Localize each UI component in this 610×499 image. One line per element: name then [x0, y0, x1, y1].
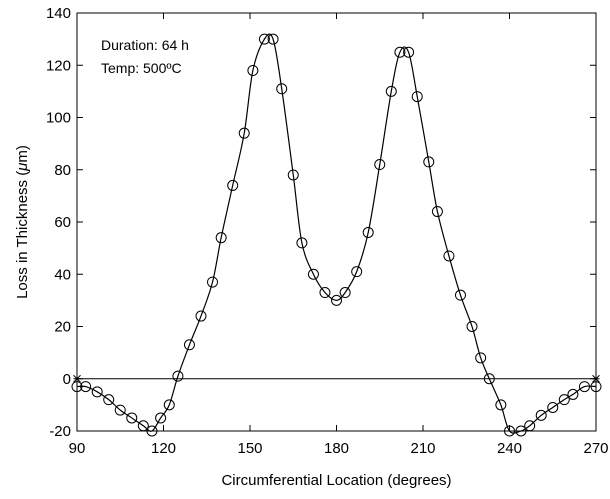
annotation-duration: Duration: 64 h	[101, 37, 189, 53]
y-tick-label: 140	[46, 5, 71, 22]
y-axis-title-mu: μ	[14, 163, 31, 172]
y-tick-label: 120	[46, 57, 71, 74]
data-point-marker	[351, 266, 363, 278]
data-point-marker	[431, 206, 443, 218]
data-point-marker	[296, 237, 308, 249]
annotation-layer: Duration: 64 h Temp: 500ºC	[101, 37, 189, 76]
data-point-marker	[163, 399, 175, 411]
data-point-marker	[475, 352, 487, 364]
data-point-marker	[80, 381, 92, 393]
x-tick-label: 240	[497, 440, 522, 457]
data-point-marker	[374, 159, 386, 171]
x-axis-title: Circumferential Location (degrees)	[221, 472, 451, 489]
data-point-marker	[287, 169, 299, 181]
data-point-marker	[207, 276, 219, 288]
data-point-marker	[267, 33, 279, 45]
y-tick-label: -20	[49, 423, 71, 440]
series-layer	[71, 33, 602, 437]
data-point-marker	[558, 394, 570, 406]
data-point-marker	[103, 394, 115, 406]
y-tick-label: 40	[54, 266, 71, 283]
data-point-marker	[547, 401, 559, 413]
data-point-marker	[247, 64, 259, 76]
y-axis-title: Loss in Thickness (μm)	[14, 145, 31, 299]
data-point-marker	[567, 388, 579, 400]
data-point-marker	[114, 404, 126, 416]
series-line	[76, 33, 597, 434]
x-tick-label: 90	[69, 440, 86, 457]
data-point-marker	[238, 127, 250, 139]
data-point-marker	[195, 310, 207, 322]
y-tick-label: 0	[63, 371, 71, 388]
data-point-marker	[307, 268, 319, 280]
data-point-marker	[443, 250, 455, 262]
data-point-marker	[258, 33, 270, 45]
x-tick-label: 120	[151, 440, 176, 457]
data-point-marker	[362, 226, 374, 238]
data-point-marker	[319, 287, 331, 299]
data-point-marker	[276, 83, 288, 95]
data-point-marker	[172, 370, 184, 382]
y-axis-title-prefix: Loss in Thickness (	[14, 171, 31, 299]
data-point-marker	[454, 289, 466, 301]
data-point-marker	[183, 339, 195, 351]
data-point-marker	[215, 232, 227, 244]
data-point-marker	[91, 386, 103, 398]
data-point-marker	[411, 91, 423, 103]
data-point-marker	[535, 409, 547, 421]
x-tick-label: 270	[583, 440, 608, 457]
y-tick-label: 60	[54, 214, 71, 231]
data-point-marker	[155, 412, 167, 424]
x-tick-label: 180	[324, 440, 349, 457]
y-tick-label: 20	[54, 319, 71, 336]
annotation-temperature: Temp: 500ºC	[101, 60, 182, 76]
x-tick-label: 150	[237, 440, 262, 457]
x-tick-label: 210	[410, 440, 435, 457]
y-tick-label: 100	[46, 110, 71, 127]
data-point-marker	[394, 46, 406, 58]
y-axis-title-suffix: m)	[14, 145, 31, 163]
data-point-marker	[227, 179, 239, 191]
data-point-marker	[466, 321, 478, 332]
data-point-marker	[339, 287, 351, 299]
data-point-marker	[385, 85, 397, 97]
data-point-marker	[126, 412, 138, 424]
data-point-marker	[331, 294, 342, 306]
data-point-marker	[495, 399, 507, 411]
data-point-marker	[483, 373, 495, 385]
axes-layer: 90 120 150 180 210 240 270 -20 0 20 40 60 80 100 120 14…	[46, 5, 609, 457]
y-tick-label: 80	[54, 162, 71, 179]
data-point-marker	[403, 46, 415, 58]
data-point-marker	[578, 381, 590, 393]
data-point-marker	[423, 156, 435, 168]
